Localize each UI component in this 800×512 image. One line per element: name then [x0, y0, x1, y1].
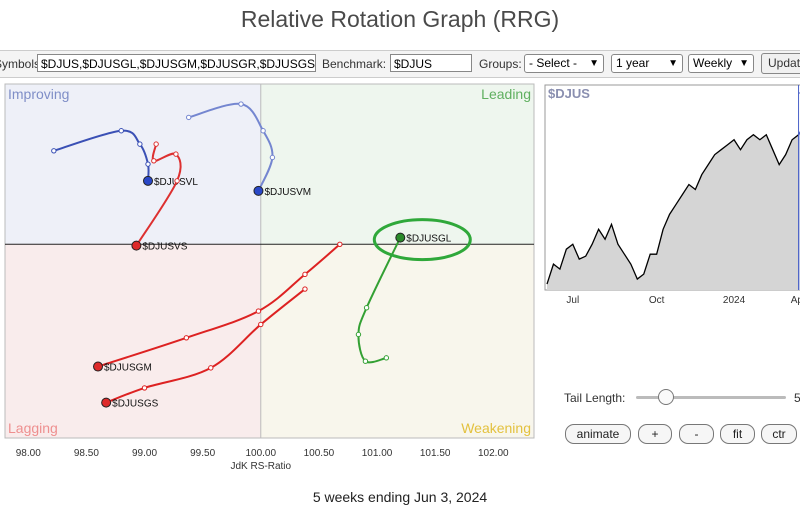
- tail-point: [153, 141, 159, 147]
- tail-point: [141, 385, 148, 391]
- tail-point: [118, 128, 124, 134]
- tail-point: [258, 321, 264, 328]
- series-label: $DJUSVM: [264, 187, 311, 198]
- period-select-value: 1 year: [616, 56, 650, 70]
- lagging-quadrant: [5, 244, 261, 438]
- tail-point: [383, 355, 390, 361]
- head-point[interactable]: [131, 240, 142, 251]
- tail-point: [255, 308, 262, 314]
- tail-point: [337, 241, 343, 248]
- benchmark-input[interactable]: $DJUS: [390, 54, 472, 72]
- tail-point: [137, 141, 143, 147]
- zoom-in-button[interactable]: +: [638, 424, 672, 444]
- tail-point: [183, 335, 190, 341]
- period-select[interactable]: 1 year ▼: [611, 54, 683, 73]
- footer-date-range: 5 weeks ending Jun 3, 2024: [312, 489, 488, 505]
- x-tick-label: 98.50: [74, 448, 99, 459]
- groups-label: Groups:: [479, 57, 522, 71]
- page-title: Relative Rotation Graph (RRG): [240, 6, 560, 32]
- tail-point: [145, 161, 151, 167]
- price-x-tick-label: Oct: [649, 295, 665, 306]
- price-x-tick-label: Jul: [566, 295, 579, 306]
- animate-button[interactable]: animate: [565, 424, 631, 444]
- tail-point: [269, 154, 276, 161]
- tail-point: [208, 365, 214, 371]
- x-axis-label: JdK RS-Ratio: [230, 461, 291, 472]
- symbols-label: Symbols:: [0, 57, 44, 71]
- chevron-down-icon: ▼: [739, 58, 749, 69]
- groups-select-value: - Select -: [529, 56, 578, 70]
- tail-point: [185, 114, 192, 121]
- price-symbol-label: $DJUS: [548, 86, 590, 101]
- leading-label: Leading: [481, 86, 531, 102]
- center-button[interactable]: ctr: [761, 424, 797, 444]
- head-point[interactable]: [253, 185, 264, 196]
- head-point[interactable]: [143, 175, 154, 186]
- tail-point: [302, 286, 308, 292]
- tail-length-thumb[interactable]: [657, 389, 674, 405]
- series-label: $DJUSVS: [142, 242, 187, 253]
- tail-point: [363, 305, 370, 311]
- x-tick-label: 99.00: [132, 448, 157, 459]
- tail-point: [51, 148, 57, 154]
- leading-quadrant: [260, 84, 534, 245]
- head-point[interactable]: [395, 232, 406, 243]
- chevron-down-icon: ▼: [589, 58, 599, 69]
- highlight-ellipse: [372, 218, 472, 262]
- tail-point: [355, 331, 362, 338]
- lagging-label: Lagging: [8, 420, 58, 436]
- series-label: $DJUSGL: [406, 234, 451, 245]
- tail-length-track: [636, 396, 786, 399]
- price-line: [546, 131, 800, 285]
- x-tick-label: 98.00: [16, 448, 41, 459]
- interval-select-value: Weekly: [693, 56, 733, 70]
- x-tick-label: 101.50: [420, 448, 451, 459]
- x-tick-label: 99.50: [190, 448, 215, 459]
- series-label: $DJUSGS: [112, 399, 158, 410]
- price-chart: $DJUS Jul Oct 2024 Apr: [544, 84, 800, 306]
- interval-select[interactable]: Weekly ▼: [688, 54, 754, 73]
- tail-point: [362, 358, 369, 364]
- groups-select[interactable]: - Select - ▼: [524, 54, 604, 73]
- head-point[interactable]: [101, 397, 112, 408]
- update-button[interactable]: Update: [761, 53, 800, 74]
- tail-point: [260, 128, 266, 134]
- weakening-label: Weakening: [461, 420, 531, 436]
- price-area: [547, 132, 800, 290]
- toolbar: Symbols: $DJUS,$DJUSGL,$DJUSGM,$DJUSGR,$…: [0, 50, 800, 78]
- tail-point: [302, 271, 308, 278]
- tail-point: [173, 151, 179, 157]
- tail-point: [151, 158, 157, 164]
- head-point[interactable]: [93, 361, 104, 372]
- fit-button[interactable]: fit: [720, 424, 755, 444]
- rrg-chart[interactable]: Improving Leading Lagging Weakening 98.00 98.…: [0, 80, 540, 475]
- price-x-tick-label: 2024: [723, 295, 746, 306]
- tail-point: [174, 178, 180, 184]
- weakening-quadrant: [260, 244, 534, 438]
- price-x-tick-label: Apr: [791, 295, 800, 306]
- plot-frame: [4, 83, 535, 439]
- tail-length-slider[interactable]: [636, 389, 786, 405]
- x-tick-label: 100.00: [245, 448, 276, 459]
- x-tick-label: 102.00: [478, 448, 509, 459]
- symbols-input[interactable]: $DJUS,$DJUSGL,$DJUSGM,$DJUSGR,$DJUSGS: [37, 54, 316, 72]
- x-tick-label: 100.50: [304, 448, 335, 459]
- tail-line: [97, 243, 341, 368]
- tail-length-label: Tail Length:: [564, 391, 626, 405]
- tail-length-value: 5: [794, 391, 800, 405]
- series-label: $DJUSGM: [104, 363, 152, 374]
- improving-quadrant: [5, 84, 261, 245]
- zoom-out-button[interactable]: -: [679, 424, 714, 444]
- improving-label: Improving: [8, 86, 69, 102]
- x-tick-label: 101.00: [362, 448, 393, 459]
- benchmark-label: Benchmark:: [322, 57, 387, 71]
- chevron-down-icon: ▼: [668, 58, 678, 69]
- tail-point: [238, 101, 244, 107]
